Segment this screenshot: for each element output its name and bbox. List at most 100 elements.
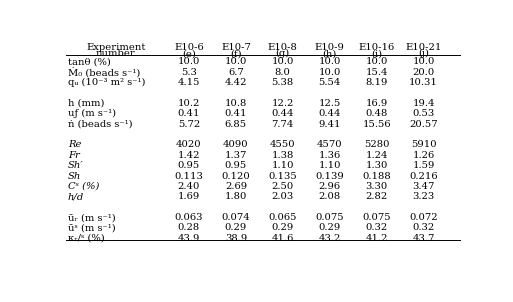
Text: ūˢ (m s⁻¹): ūˢ (m s⁻¹) (68, 223, 115, 233)
Text: E10-16: E10-16 (359, 43, 394, 52)
Text: 10.0: 10.0 (225, 57, 247, 66)
Text: 0.120: 0.120 (222, 172, 250, 181)
Text: 2.82: 2.82 (365, 192, 388, 201)
Text: 1.37: 1.37 (225, 151, 247, 160)
Text: (j): (j) (418, 49, 429, 58)
Text: Ṁ₀ (beads s⁻¹): Ṁ₀ (beads s⁻¹) (68, 68, 140, 78)
Text: 10.8: 10.8 (225, 99, 247, 108)
Text: 19.4: 19.4 (412, 99, 435, 108)
Text: 0.41: 0.41 (225, 109, 247, 118)
Text: 1.36: 1.36 (319, 151, 341, 160)
Text: 8.0: 8.0 (275, 68, 291, 77)
Text: (g): (g) (275, 49, 290, 58)
Text: h/d: h/d (68, 192, 84, 201)
Text: 43.2: 43.2 (319, 234, 341, 243)
Text: ūᵣ (m s⁻¹): ūᵣ (m s⁻¹) (68, 213, 115, 222)
Text: 5.72: 5.72 (178, 120, 200, 129)
Text: 1.80: 1.80 (225, 192, 247, 201)
Text: E10-9: E10-9 (315, 43, 345, 52)
Text: 8.19: 8.19 (365, 78, 388, 87)
Text: 0.48: 0.48 (365, 109, 388, 118)
Text: 10.0: 10.0 (319, 68, 341, 77)
Text: 5.38: 5.38 (272, 78, 294, 87)
Text: κᵣ/ˢ (%): κᵣ/ˢ (%) (68, 234, 105, 243)
Text: 4550: 4550 (270, 140, 295, 149)
Text: 1.10: 1.10 (319, 161, 341, 170)
Text: 0.29: 0.29 (225, 223, 247, 233)
Text: 2.50: 2.50 (272, 182, 294, 191)
Text: 0.95: 0.95 (225, 161, 247, 170)
Text: 7.74: 7.74 (271, 120, 294, 129)
Text: 1.59: 1.59 (412, 161, 435, 170)
Text: Experiment: Experiment (86, 43, 146, 52)
Text: h (mm): h (mm) (68, 99, 104, 108)
Text: 43.7: 43.7 (412, 234, 435, 243)
Text: 10.31: 10.31 (409, 78, 438, 87)
Text: 2.08: 2.08 (319, 192, 341, 201)
Text: 3.23: 3.23 (412, 192, 435, 201)
Text: 4.15: 4.15 (177, 78, 200, 87)
Text: 10.2: 10.2 (178, 99, 200, 108)
Text: 0.32: 0.32 (365, 223, 388, 233)
Text: 0.29: 0.29 (319, 223, 341, 233)
Text: number: number (96, 49, 135, 58)
Text: 3.30: 3.30 (365, 182, 388, 191)
Text: 0.135: 0.135 (268, 172, 297, 181)
Text: (e): (e) (182, 49, 196, 58)
Text: 0.44: 0.44 (271, 109, 294, 118)
Text: 15.56: 15.56 (362, 120, 391, 129)
Text: 10.0: 10.0 (178, 57, 200, 66)
Text: 2.69: 2.69 (225, 182, 247, 191)
Text: 0.072: 0.072 (409, 213, 438, 222)
Text: 0.95: 0.95 (178, 161, 200, 170)
Text: 3.47: 3.47 (412, 182, 435, 191)
Text: (h): (h) (323, 49, 337, 58)
Text: 0.074: 0.074 (222, 213, 250, 222)
Text: 20.57: 20.57 (409, 120, 438, 129)
Text: (f): (f) (230, 49, 242, 58)
Text: 16.9: 16.9 (365, 99, 388, 108)
Text: Re: Re (68, 140, 81, 149)
Text: 0.065: 0.065 (268, 213, 297, 222)
Text: E10-21: E10-21 (405, 43, 442, 52)
Text: 41.2: 41.2 (365, 234, 388, 243)
Text: 0.113: 0.113 (174, 172, 203, 181)
Text: 4090: 4090 (223, 140, 249, 149)
Text: 10.0: 10.0 (412, 57, 435, 66)
Text: 0.216: 0.216 (409, 172, 438, 181)
Text: 15.4: 15.4 (365, 68, 388, 77)
Text: tanθ (%): tanθ (%) (68, 57, 111, 66)
Text: Sh: Sh (68, 172, 81, 181)
Text: 41.6: 41.6 (271, 234, 294, 243)
Text: ṅ (beads s⁻¹): ṅ (beads s⁻¹) (68, 120, 132, 129)
Text: 10.0: 10.0 (319, 57, 341, 66)
Text: 0.063: 0.063 (175, 213, 203, 222)
Text: 10.0: 10.0 (365, 57, 388, 66)
Text: uƒ (m s⁻¹): uƒ (m s⁻¹) (68, 109, 116, 118)
Text: 5.3: 5.3 (181, 68, 197, 77)
Text: 6.85: 6.85 (225, 120, 247, 129)
Text: 0.32: 0.32 (412, 223, 435, 233)
Text: 0.075: 0.075 (362, 213, 391, 222)
Text: 0.41: 0.41 (177, 109, 200, 118)
Text: 1.42: 1.42 (177, 151, 200, 160)
Text: 38.9: 38.9 (225, 234, 247, 243)
Text: (i): (i) (371, 49, 382, 58)
Text: 5.54: 5.54 (319, 78, 341, 87)
Text: 0.075: 0.075 (315, 213, 344, 222)
Text: 0.44: 0.44 (319, 109, 341, 118)
Text: 43.9: 43.9 (178, 234, 200, 243)
Text: 0.28: 0.28 (178, 223, 200, 233)
Text: 9.41: 9.41 (319, 120, 341, 129)
Text: 12.2: 12.2 (271, 99, 294, 108)
Text: 0.188: 0.188 (362, 172, 391, 181)
Text: 1.69: 1.69 (178, 192, 200, 201)
Text: 4020: 4020 (176, 140, 202, 149)
Text: qᵤ (10⁻³ m² s⁻¹): qᵤ (10⁻³ m² s⁻¹) (68, 78, 145, 87)
Text: 2.96: 2.96 (319, 182, 341, 191)
Text: 0.53: 0.53 (412, 109, 435, 118)
Text: 1.30: 1.30 (365, 161, 388, 170)
Text: 2.40: 2.40 (178, 182, 200, 191)
Text: Cˢ (%): Cˢ (%) (68, 182, 99, 191)
Text: 6.7: 6.7 (228, 68, 244, 77)
